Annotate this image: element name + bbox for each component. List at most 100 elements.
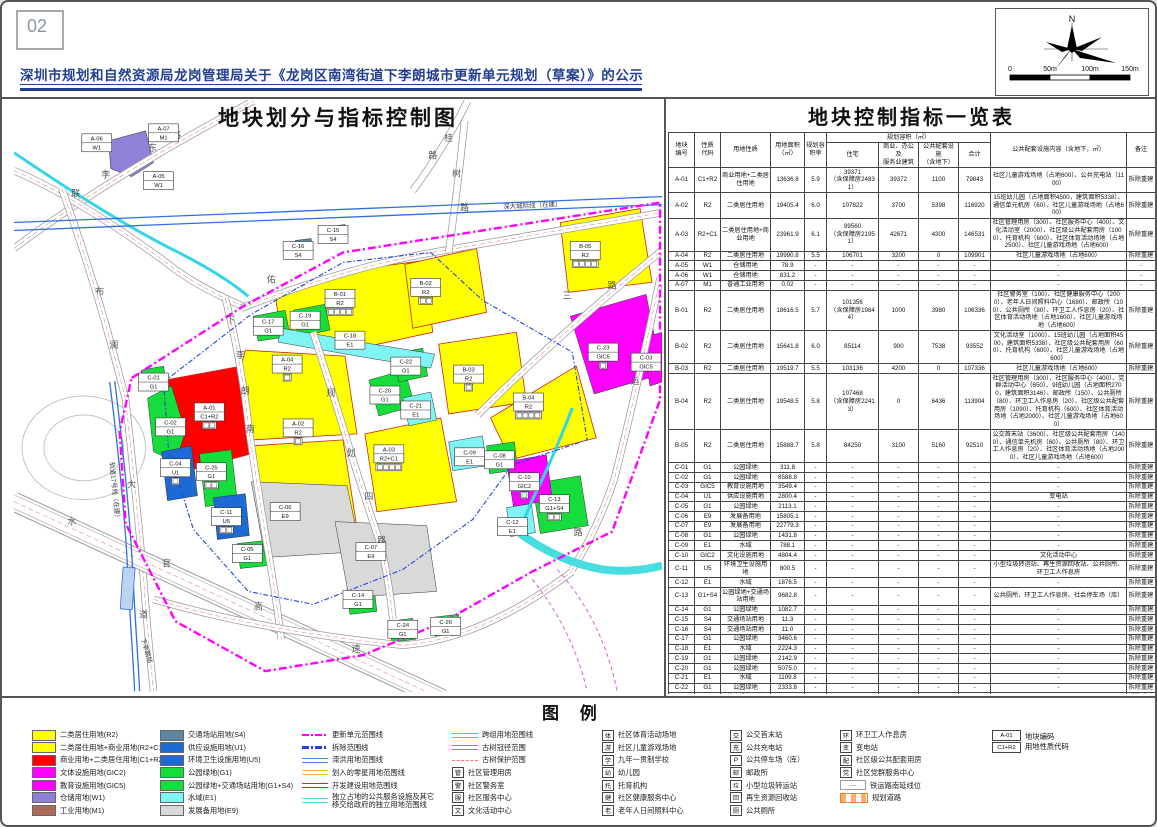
- legend-item: 邮邮政所: [730, 767, 804, 779]
- table-row: A-05 W1 仓储用地 78.9- - - - - - -: [668, 260, 1155, 271]
- table-cell: 社区儿童游戏场地（占地600）: [990, 250, 1127, 262]
- legend-item: 教育设施用地(GIC5): [32, 779, 165, 791]
- table-cell: 109901: [958, 250, 991, 262]
- svg-text:G1: G1: [399, 632, 407, 638]
- table-cell: 普通工业用地: [720, 279, 771, 291]
- table-cell: 拆除重建: [1126, 491, 1155, 503]
- road-name-char: 树: [452, 168, 461, 179]
- table-cell: -: [918, 501, 959, 512]
- table-cell: C-03: [668, 481, 695, 493]
- legend-item-label: 九年一贯制学校: [618, 755, 670, 765]
- table-row: A-01 C1+R2 商业用地+二类居住用地 13636.8 5.9 39371 （含保障…: [668, 166, 1155, 194]
- table-cell: C-14: [668, 604, 695, 616]
- table-cell: -: [826, 550, 879, 561]
- table-cell: -: [918, 604, 959, 616]
- legend-item-label: 公共厕所: [746, 805, 776, 815]
- table-cell: G1: [694, 604, 721, 616]
- table-cell: 107468 （含保障房22413）: [826, 372, 879, 431]
- table-cell: -: [826, 559, 879, 579]
- table-cell: 公园绿地: [720, 462, 771, 473]
- table-cell: 拆除重建: [1126, 624, 1155, 635]
- table-cell: 拆除重建: [1126, 587, 1155, 606]
- table-cell: -: [804, 501, 827, 512]
- table-cell: 社区警务室（100）、社区健康服务中心（2000）、老年人日间照料中心（1680…: [990, 289, 1127, 332]
- legend-item-label: 供应设施用地(U1): [188, 742, 246, 752]
- table-cell: -: [804, 559, 827, 579]
- table-cell: -: [804, 550, 827, 561]
- table-cell: -: [804, 577, 827, 588]
- table-cell: C-21: [668, 672, 695, 684]
- svg-text:B-02: B-02: [420, 281, 432, 287]
- legend-item: — 铁运路南延线位: [840, 780, 922, 791]
- table-cell: W1: [694, 260, 721, 271]
- table-row: C-12 E1 水域 1876.5- - - - - - 拆除重建: [668, 577, 1155, 588]
- table-cell: 变电站: [990, 491, 1127, 503]
- table-cell: -: [878, 550, 919, 561]
- table-cell: -: [804, 643, 827, 655]
- table-cell: 5.8: [804, 429, 827, 464]
- table-cell: 拆除重建: [1126, 692, 1155, 694]
- table-cell: 拆除重建: [1126, 540, 1155, 551]
- table-cell: C-02: [668, 472, 695, 483]
- svg-text:C-03: C-03: [640, 356, 653, 362]
- table-cell: -: [990, 511, 1127, 522]
- legend-item: 独立占地的公共服务设施及其它移交给政府的独立用地范围线: [302, 793, 438, 808]
- table-cell: -: [878, 624, 919, 635]
- table-cell: 公园绿地: [720, 604, 771, 616]
- legend-swatch-icon: [32, 792, 56, 804]
- parcel-label-C-23: C-23 GIC5: [587, 342, 619, 370]
- svg-text:C-06: C-06: [279, 505, 292, 511]
- road-name-char: 速: [351, 644, 360, 654]
- legend-item: 交通场站用地(S4): [160, 729, 293, 741]
- table-cell: -: [958, 672, 991, 684]
- legend-item: 公园绿地+交通场站用地(G1+S4): [160, 779, 293, 791]
- road-name-char: 联: [71, 189, 80, 199]
- table-cell: -: [990, 279, 1127, 291]
- table-cell: 101356 （含保障房19844）: [826, 289, 879, 332]
- legend-swatch-icon: [32, 805, 56, 817]
- table-cell: 拆除重建: [1126, 672, 1155, 684]
- svg-text:C-22: C-22: [400, 360, 413, 366]
- table-cell: 19990.8: [770, 250, 805, 262]
- svg-text:100m: 100m: [1081, 66, 1099, 73]
- legend-facility-icon: 游: [602, 742, 614, 754]
- table-cell: B-01: [668, 289, 695, 332]
- table-cell: 3549.4: [770, 481, 805, 493]
- table-cell: S4: [694, 624, 721, 635]
- table-row: C-21 E1 水域 1109.8- - - - - - 拆除重建: [668, 672, 1155, 684]
- table-cell: 42671: [878, 217, 919, 252]
- table-cell: R2: [694, 363, 721, 374]
- legend-item: 警社区警务室: [452, 779, 533, 791]
- parcel-label-A-06: A-06 W1: [81, 133, 112, 153]
- parcel-label-A-03: A-03 R2+C1: [373, 444, 405, 472]
- table-cell: -: [918, 663, 959, 674]
- table-cell: -: [958, 260, 991, 271]
- col-header-use: 用地性质: [720, 132, 771, 168]
- table-cell: 107336: [958, 363, 991, 374]
- table-cell: -: [1126, 260, 1155, 271]
- table-cell: -: [958, 530, 991, 542]
- table-cell: -: [878, 577, 919, 588]
- table-title: 地块控制指标一览表: [808, 107, 1015, 129]
- table-cell: 公园绿地: [720, 682, 771, 694]
- planned-road-boundary-2: [556, 569, 618, 692]
- table-cell: 拆除重建: [1126, 330, 1155, 365]
- svg-text:G1: G1: [264, 329, 272, 335]
- svg-text:C-04: C-04: [169, 461, 182, 467]
- svg-text:C-05: C-05: [241, 547, 254, 553]
- table-cell: -: [918, 481, 959, 493]
- table-cell: -: [958, 550, 991, 561]
- svg-text:C-17: C-17: [262, 320, 275, 326]
- table-cell: -: [878, 559, 919, 579]
- table-cell: -: [990, 682, 1127, 694]
- table-cell: 5075.0: [770, 663, 805, 674]
- table-cell: B-05: [668, 429, 695, 464]
- table-row: C-20 G1 公园绿地 5075.0- - - - - - 拆除重建: [668, 663, 1155, 674]
- table-cell: 1000: [878, 289, 919, 332]
- table-cell: 5.5: [804, 250, 827, 262]
- legend-item-label: 社区党群服务中心: [856, 767, 915, 777]
- compass-rose-icon: N 0 50m 100m 150m: [1008, 14, 1139, 81]
- indicator-table-panel: 地块控制指标一览表 地块 编号 性质 代码 用地性质 用地面积 （㎡） 规划容 …: [668, 101, 1155, 694]
- table-cell: E9: [694, 511, 721, 522]
- table-cell: 拆除重建: [1126, 192, 1155, 219]
